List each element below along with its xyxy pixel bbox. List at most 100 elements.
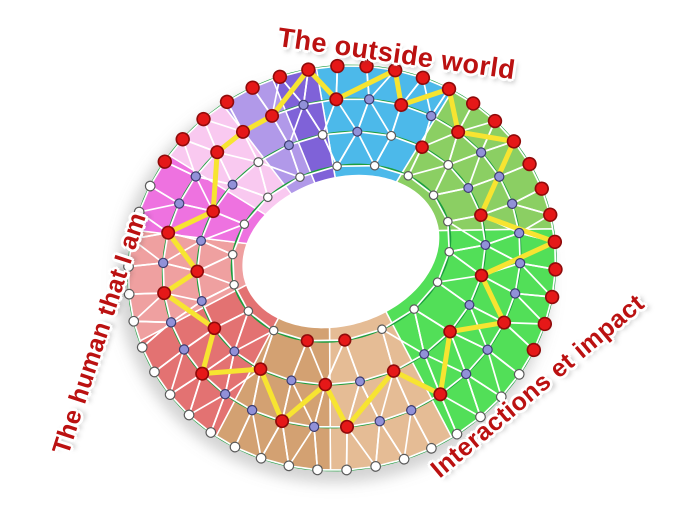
- node: [509, 288, 521, 299]
- active-node: [265, 108, 280, 123]
- node: [494, 171, 505, 182]
- node: [513, 227, 525, 239]
- node: [475, 411, 486, 423]
- active-node: [386, 364, 401, 378]
- node: [409, 304, 419, 314]
- active-node: [544, 289, 560, 305]
- active-node: [175, 132, 190, 147]
- node: [317, 129, 328, 140]
- node: [286, 375, 297, 386]
- node: [239, 219, 250, 230]
- node: [255, 452, 267, 464]
- active-node: [497, 315, 512, 330]
- active-node: [359, 58, 374, 74]
- active-node: [275, 414, 290, 429]
- active-node: [235, 124, 250, 139]
- active-node: [161, 225, 176, 240]
- node: [443, 216, 453, 227]
- node: [428, 190, 439, 201]
- node: [443, 159, 454, 170]
- node: [229, 441, 241, 453]
- node: [243, 306, 254, 316]
- node: [513, 368, 525, 380]
- node: [377, 324, 387, 335]
- node: [219, 388, 231, 400]
- active-node: [245, 80, 260, 95]
- node: [432, 277, 443, 287]
- node: [123, 288, 135, 300]
- node: [406, 405, 417, 416]
- node: [227, 179, 238, 190]
- ring-line: [230, 163, 452, 343]
- active-node: [443, 324, 457, 339]
- active-node: [330, 58, 345, 74]
- node: [196, 296, 207, 307]
- active-node: [253, 362, 268, 376]
- node: [463, 182, 474, 193]
- node: [268, 325, 279, 336]
- active-node: [387, 62, 403, 78]
- node: [506, 198, 518, 209]
- node: [263, 192, 273, 203]
- node: [475, 147, 487, 158]
- node: [295, 172, 305, 182]
- node: [369, 160, 380, 171]
- node: [126, 233, 138, 245]
- node: [128, 315, 140, 327]
- node: [480, 239, 491, 250]
- node: [308, 421, 320, 432]
- active-node: [522, 156, 537, 172]
- node: [253, 157, 264, 168]
- node: [451, 428, 463, 440]
- node: [514, 258, 526, 269]
- active-node: [219, 94, 235, 110]
- active-node: [415, 140, 429, 154]
- node: [149, 366, 160, 378]
- node: [332, 161, 342, 172]
- node: [123, 261, 134, 273]
- highlight-path: [161, 67, 558, 430]
- active-node: [433, 387, 448, 402]
- active-node: [474, 208, 488, 222]
- node: [183, 409, 195, 421]
- node: [283, 460, 295, 472]
- node: [178, 344, 190, 355]
- active-node: [526, 342, 542, 358]
- node: [205, 427, 217, 438]
- active-node: [338, 333, 352, 347]
- node: [482, 344, 493, 355]
- active-node: [190, 264, 205, 279]
- active-node: [534, 181, 549, 196]
- node: [174, 198, 185, 209]
- active-node: [543, 207, 558, 222]
- node: [464, 299, 475, 310]
- node: [246, 404, 258, 416]
- node: [425, 110, 437, 122]
- node: [355, 376, 366, 387]
- node: [312, 464, 323, 476]
- active-node: [394, 98, 409, 113]
- node: [370, 461, 382, 472]
- torus-hole: [243, 175, 439, 328]
- active-node: [329, 92, 344, 107]
- node: [495, 391, 507, 403]
- node: [136, 341, 148, 353]
- node: [165, 317, 177, 328]
- active-node: [210, 145, 225, 160]
- active-node: [206, 204, 220, 219]
- active-node: [487, 113, 503, 129]
- active-node: [301, 62, 316, 77]
- node: [227, 249, 238, 260]
- node: [133, 206, 145, 218]
- active-node: [157, 286, 172, 301]
- active-node: [465, 96, 481, 111]
- active-node: [415, 70, 431, 85]
- active-node: [272, 69, 288, 85]
- node: [298, 99, 309, 111]
- node: [144, 180, 156, 192]
- active-node: [547, 234, 563, 250]
- node: [386, 130, 397, 141]
- active-node: [195, 366, 210, 381]
